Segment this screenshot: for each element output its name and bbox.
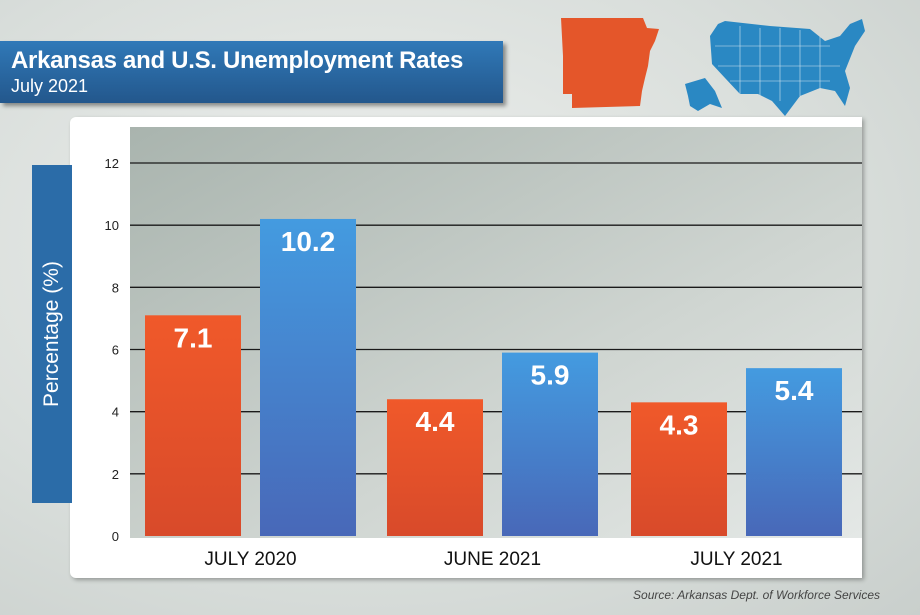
bar-us-0: [260, 218, 356, 536]
chart-title: Arkansas and U.S. Unemployment Rates: [11, 47, 464, 74]
data-label: 7.1: [174, 322, 213, 353]
source-note: Source: Arkansas Dept. of Workforce Serv…: [633, 588, 880, 602]
arkansas-map-icon: [561, 18, 659, 108]
data-label: 4.3: [660, 409, 699, 440]
x-tick-label: JULY 2020: [204, 549, 296, 570]
y-tick-label: 2: [112, 467, 119, 482]
bar-arkansas-2: [631, 402, 727, 536]
bar-us-1: [502, 352, 598, 536]
y-axis-label-box: Percentage (%): [32, 165, 72, 503]
bar-arkansas-0: [145, 315, 241, 536]
us-map-icon: [685, 19, 865, 116]
plot-area: [130, 127, 862, 538]
y-tick-label: 4: [112, 405, 119, 420]
chart-subtitle: July 2021: [11, 76, 89, 96]
bar-us-2: [746, 368, 842, 536]
y-tick-label: 12: [105, 156, 119, 171]
y-tick-label: 8: [112, 280, 119, 295]
title-banner: Arkansas and U.S. Unemployment Rates Jul…: [0, 41, 503, 103]
y-tick-label: 0: [112, 529, 119, 544]
y-tick-label: 6: [112, 343, 119, 358]
data-label: 4.4: [416, 406, 455, 437]
x-tick-label: JULY 2021: [690, 549, 782, 570]
x-tick-label: JUNE 2021: [444, 549, 541, 570]
y-tick-label: 10: [105, 218, 119, 233]
bar-arkansas-1: [387, 399, 483, 536]
data-label: 5.4: [775, 375, 814, 406]
data-label: 10.2: [281, 226, 336, 257]
data-label: 5.9: [531, 360, 570, 391]
